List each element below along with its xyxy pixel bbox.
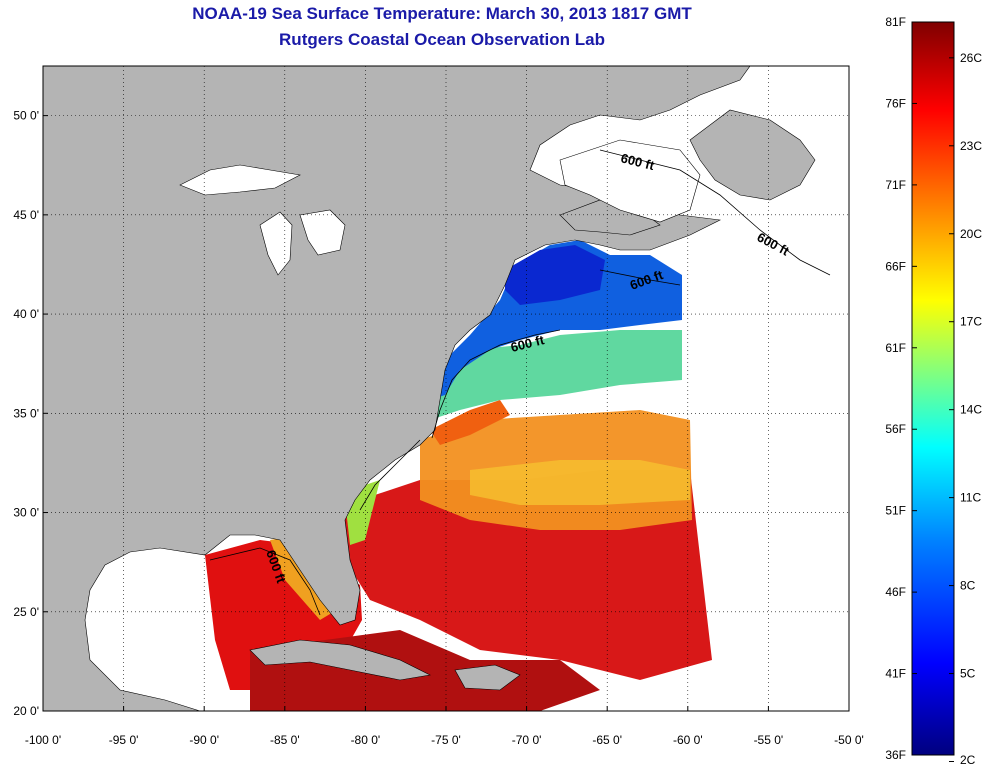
- colorbar-celsius-label: 17C: [960, 315, 982, 329]
- lon-tick-label: -85 0': [270, 733, 300, 747]
- colorbar-celsius-label: 2C: [960, 753, 976, 767]
- lon-tick-label: -75 0': [431, 733, 461, 747]
- colorbar-celsius-label: 14C: [960, 403, 982, 417]
- colorbar-fahrenheit-label: 46F: [885, 585, 906, 599]
- lon-tick-label: -55 0': [754, 733, 784, 747]
- lon-tick-label: -90 0': [189, 733, 219, 747]
- colorbar-celsius-label: 26C: [960, 51, 982, 65]
- lake-superior: [179, 164, 301, 196]
- lat-tick-label: 40 0': [13, 307, 39, 321]
- lat-tick-label: 45 0': [13, 208, 39, 222]
- colorbar-celsius-label: 5C: [960, 667, 976, 681]
- lon-tick-label: -60 0': [673, 733, 703, 747]
- lon-tick-label: -65 0': [592, 733, 622, 747]
- colorbar-fahrenheit-label: 61F: [885, 341, 906, 355]
- lat-tick-label: 50 0': [13, 109, 39, 123]
- lon-tick-label: -50 0': [834, 733, 864, 747]
- temperature-colorbar: [911, 21, 955, 756]
- gulf-stream-patch: [430, 400, 510, 445]
- colorbar-fahrenheit-label: 51F: [885, 504, 906, 518]
- atlantic-mid-yellow-patch: [470, 460, 690, 505]
- isobath-600ft-contour: [209, 149, 831, 616]
- gulf-of-maine-sst-patch: [430, 240, 682, 400]
- gulf-of-maine-cold-core-patch: [505, 245, 605, 305]
- mid-atlantic-shelf-sst-patch: [430, 330, 682, 420]
- colorbar-labels: 81F 76F 71F 66F 61F 56F 51F 46F 41F 36F 26C 23C 20C 1…: [885, 15, 982, 767]
- colorbar-celsius-label: 20C: [960, 227, 982, 241]
- lat-tick-label: 25 0': [13, 605, 39, 619]
- colorbar-fahrenheit-label: 41F: [885, 667, 906, 681]
- colorbar-fahrenheit-label: 81F: [885, 15, 906, 29]
- latitude-axis: 20 0' 25 0' 30 0' 35 0' 40 0' 45 0' 50 0': [13, 109, 48, 718]
- colorbar-fahrenheit-label: 71F: [885, 178, 906, 192]
- lake-michigan: [259, 211, 293, 276]
- lake-huron: [299, 209, 346, 256]
- colorbar-fahrenheit-label: 76F: [885, 96, 906, 110]
- colorbar-celsius-label: 11C: [960, 491, 981, 505]
- lat-tick-label: 30 0': [13, 506, 39, 520]
- lat-tick-label: 35 0': [13, 406, 39, 420]
- longitude-axis: -100 0' -95 0' -90 0' -85 0' -80 0' -75 0' -70…: [25, 706, 864, 747]
- lon-tick-label: -100 0': [25, 733, 61, 747]
- map-title: NOAA-19 Sea Surface Temperature: March 3…: [192, 4, 692, 23]
- colorbar-fahrenheit-label: 56F: [885, 422, 906, 436]
- lon-tick-label: -70 0': [512, 733, 542, 747]
- lat-tick-label: 20 0': [13, 704, 39, 718]
- colorbar-fahrenheit-label: 36F: [885, 748, 906, 762]
- lon-tick-label: -95 0': [109, 733, 139, 747]
- gulf-of-st-lawrence: [559, 139, 701, 223]
- map-subtitle: Rutgers Coastal Ocean Observation Lab: [279, 30, 605, 49]
- colorbar-fahrenheit-label: 66F: [885, 259, 906, 273]
- colorbar-celsius-label: 23C: [960, 139, 982, 153]
- hispaniola-land: [454, 664, 521, 691]
- newfoundland-land: [689, 109, 816, 201]
- colorbar-celsius-label: 8C: [960, 579, 976, 593]
- lon-tick-label: -80 0': [351, 733, 381, 747]
- cuba-land: [249, 639, 431, 681]
